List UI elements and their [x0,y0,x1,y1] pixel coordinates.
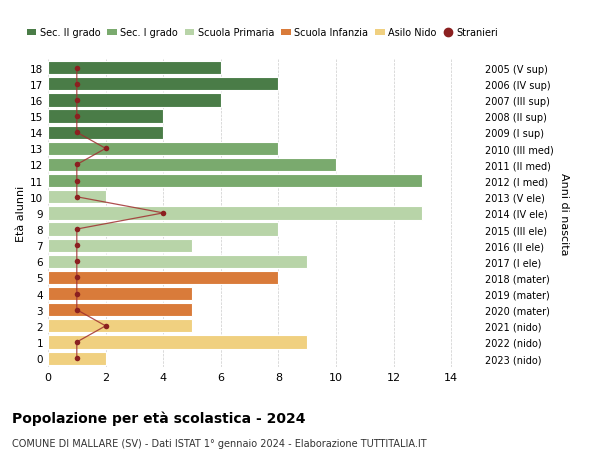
Legend: Sec. II grado, Sec. I grado, Scuola Primaria, Scuola Infanzia, Asilo Nido, Stran: Sec. II grado, Sec. I grado, Scuola Prim… [23,24,502,42]
Point [101,323,110,330]
Bar [48,287,192,301]
Point [72,274,82,281]
Point [72,290,82,297]
Bar [48,239,192,252]
Bar [48,78,278,91]
Text: COMUNE DI MALLARE (SV) - Dati ISTAT 1° gennaio 2024 - Elaborazione TUTTITALIA.IT: COMUNE DI MALLARE (SV) - Dati ISTAT 1° g… [12,438,427,448]
Point [72,226,82,233]
Bar [48,207,422,220]
Point [72,355,82,362]
Bar [48,352,106,365]
Point [72,178,82,185]
Bar [48,126,163,140]
Bar [48,303,192,317]
Point [72,81,82,88]
Bar [48,191,106,204]
Point [158,210,168,217]
Point [72,162,82,169]
Bar [48,223,278,236]
Bar [48,174,422,188]
Point [72,339,82,346]
Bar [48,62,221,75]
Bar [48,255,307,269]
Bar [48,158,336,172]
Bar [48,110,163,123]
Y-axis label: Anni di nascita: Anni di nascita [559,172,569,255]
Point [72,306,82,313]
Y-axis label: Età alunni: Età alunni [16,185,26,241]
Point [72,65,82,72]
Point [72,129,82,137]
Point [72,194,82,201]
Point [72,242,82,249]
Point [101,146,110,153]
Bar [48,94,221,107]
Point [72,258,82,265]
Bar [48,271,278,285]
Point [72,97,82,104]
Bar [48,336,307,349]
Bar [48,319,192,333]
Point [72,113,82,121]
Text: Popolazione per età scolastica - 2024: Popolazione per età scolastica - 2024 [12,411,305,425]
Bar [48,142,278,156]
